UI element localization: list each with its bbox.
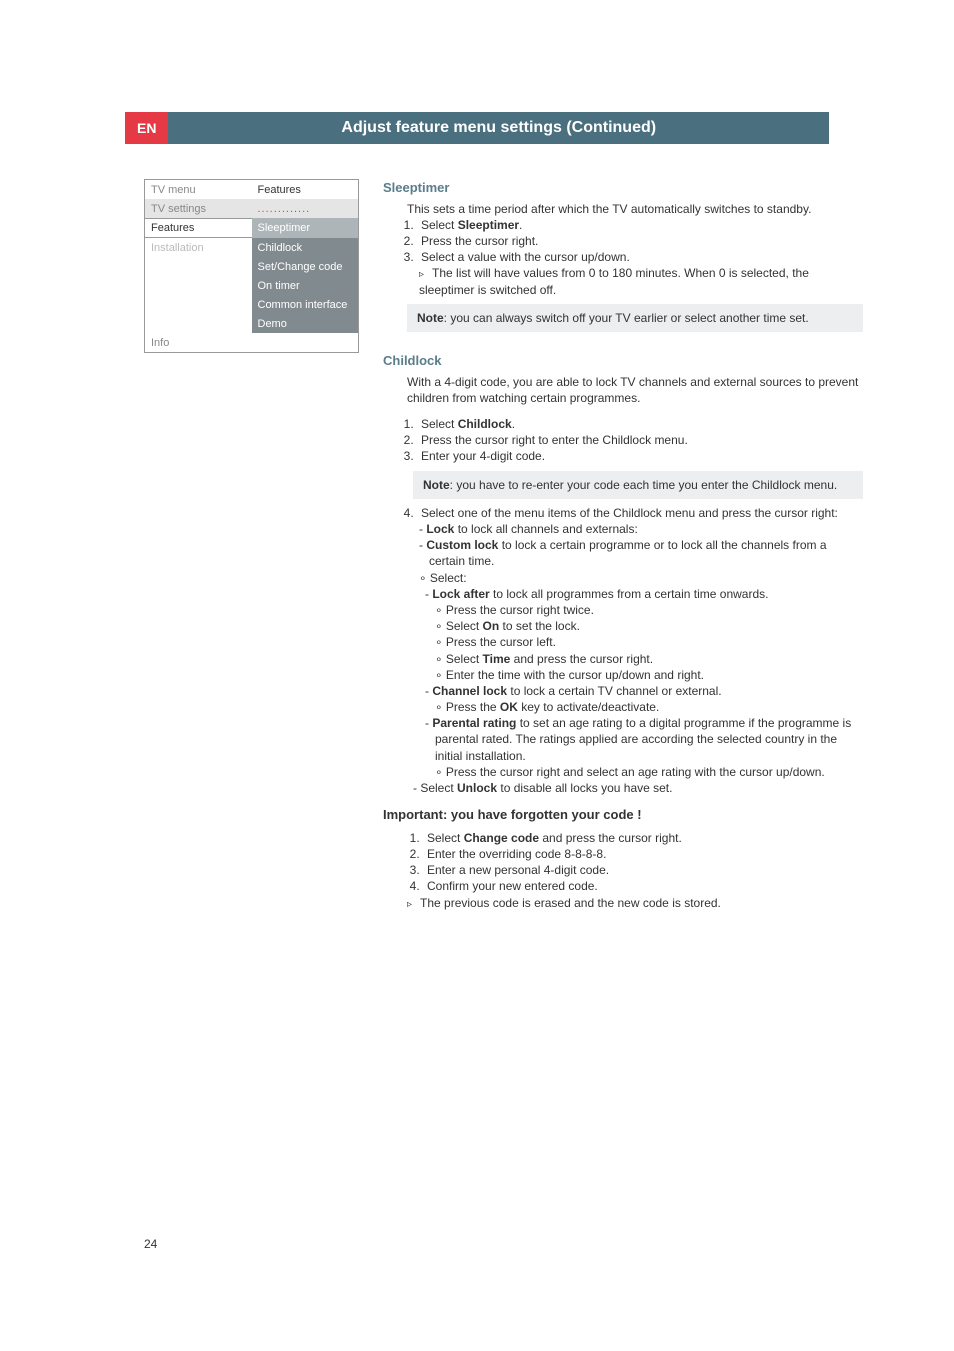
parental-sub: ∘ Press the cursor right and select an a… — [435, 764, 863, 780]
childlock-note: Note: you have to re-enter your code eac… — [413, 471, 863, 499]
important-step2: Enter the overriding code 8-8-8-8. — [423, 846, 863, 862]
tv-menu-table: TV menu Features TV settings ...........… — [144, 179, 359, 353]
sleeptimer-title: Sleeptimer — [383, 179, 863, 197]
menu-features-row: Features — [145, 218, 252, 238]
childlock-title: Childlock — [383, 352, 863, 370]
menu-setchange: Set/Change code — [252, 257, 359, 276]
lockafter-sub1: ∘ Press the cursor right twice. — [435, 602, 863, 618]
childlock-step1: Select Childlock. — [417, 416, 863, 432]
sleeptimer-intro: This sets a time period after which the … — [407, 201, 863, 217]
sleeptimer-tri: The list will have values from 0 to 180 … — [419, 265, 863, 298]
channel-lock-sub: ∘ Press the OK key to activate/deactivat… — [435, 699, 863, 715]
important-step4: Confirm your new entered code. — [423, 878, 863, 894]
unlock-item: - Select Unlock to disable all locks you… — [413, 780, 863, 796]
lockafter-item: - Lock after to lock all programmes from… — [425, 586, 863, 602]
lock-item: - Lock to lock all channels and external… — [419, 521, 863, 537]
menu-childlock: Childlock — [252, 238, 359, 257]
menu-tvsettings: TV settings — [145, 199, 252, 218]
childlock-step4: Select one of the menu items of the Chil… — [417, 505, 863, 521]
menu-installation: Installation — [145, 238, 252, 257]
menu-info: Info — [145, 333, 358, 352]
lockafter-sub5: ∘ Enter the time with the cursor up/down… — [435, 667, 863, 683]
parental-item: - Parental rating to set an age rating t… — [425, 715, 863, 764]
menu-common: Common interface — [252, 295, 359, 314]
important-title: Important: you have forgotten your code … — [383, 806, 863, 824]
lockafter-sub2: ∘ Select On to set the lock. — [435, 618, 863, 634]
channel-lock-item: - Channel lock to lock a certain TV chan… — [425, 683, 863, 699]
menu-demo: Demo — [252, 314, 359, 333]
important-step1: Select Change code and press the cursor … — [423, 830, 863, 846]
page-title: Adjust feature menu settings (Continued) — [168, 112, 829, 144]
menu-dotted: ............. — [252, 199, 359, 218]
menu-ontimer: On timer — [252, 276, 359, 295]
important-tri: The previous code is erased and the new … — [407, 895, 863, 912]
sleeptimer-step1: Select Sleeptimer. — [417, 217, 863, 233]
menu-tvmenu: TV menu — [145, 180, 252, 199]
sleeptimer-step3: Select a value with the cursor up/down. — [417, 249, 863, 265]
childlock-intro: With a 4-digit code, you are able to loc… — [407, 374, 863, 406]
page-number: 24 — [144, 1237, 157, 1251]
select-label: ∘ Select: — [419, 570, 863, 586]
childlock-step3: Enter your 4-digit code. — [417, 448, 863, 464]
lockafter-sub4: ∘ Select Time and press the cursor right… — [435, 651, 863, 667]
language-badge: EN — [125, 112, 168, 144]
custom-lock-item: - Custom lock to lock a certain programm… — [419, 537, 863, 569]
menu-features-header: Features — [252, 180, 359, 199]
sleeptimer-step2: Press the cursor right. — [417, 233, 863, 249]
important-step3: Enter a new personal 4-digit code. — [423, 862, 863, 878]
sleeptimer-note: Note: you can always switch off your TV … — [407, 304, 863, 332]
childlock-step2: Press the cursor right to enter the Chil… — [417, 432, 863, 448]
menu-sleeptimer: Sleeptimer — [252, 218, 359, 238]
lockafter-sub3: ∘ Press the cursor left. — [435, 634, 863, 650]
